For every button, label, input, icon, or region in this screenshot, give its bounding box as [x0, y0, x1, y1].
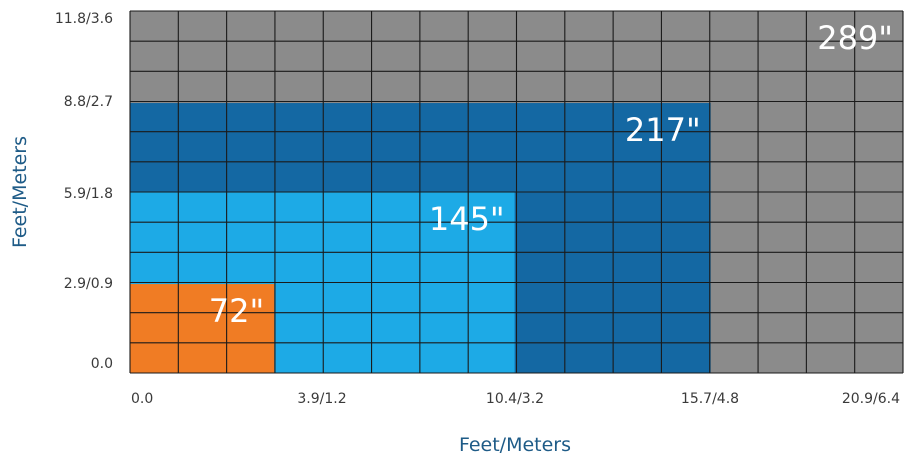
x-tick-label: 10.4/3.2: [486, 391, 544, 407]
y-tick-label: 8.8/2.7: [64, 94, 113, 110]
y-tick-label: 5.9/1.8: [64, 186, 113, 202]
x-tick-label: 20.9/6.4: [842, 391, 900, 407]
y-tick-label: 2.9/0.9: [64, 276, 113, 292]
area-labels: 289" 217" 145" 72": [209, 19, 893, 330]
screen-size-label: 72": [209, 292, 264, 330]
screen-size-label: 217": [625, 111, 701, 149]
y-axis-title: Feet/Meters: [9, 136, 31, 248]
screen-size-label: 145": [429, 200, 505, 238]
y-tick-label: 0.0: [91, 356, 113, 372]
grid: [129, 10, 904, 374]
screen-size-label: 289": [817, 19, 893, 57]
x-axis-ticks: 0.0 3.9/1.2 10.4/3.2 15.7/4.8 20.9/6.4: [131, 391, 900, 407]
x-tick-label: 3.9/1.2: [297, 391, 346, 407]
screen-area-rect: [130, 284, 275, 373]
x-tick-label: 15.7/4.8: [681, 391, 739, 407]
x-tick-label: 0.0: [131, 391, 153, 407]
y-tick-label: 11.8/3.6: [55, 11, 113, 27]
y-axis-ticks: 0.0 2.9/0.9 5.9/1.8 8.8/2.7 11.8/3.6: [55, 11, 113, 372]
x-axis-title: Feet/Meters: [459, 434, 571, 456]
